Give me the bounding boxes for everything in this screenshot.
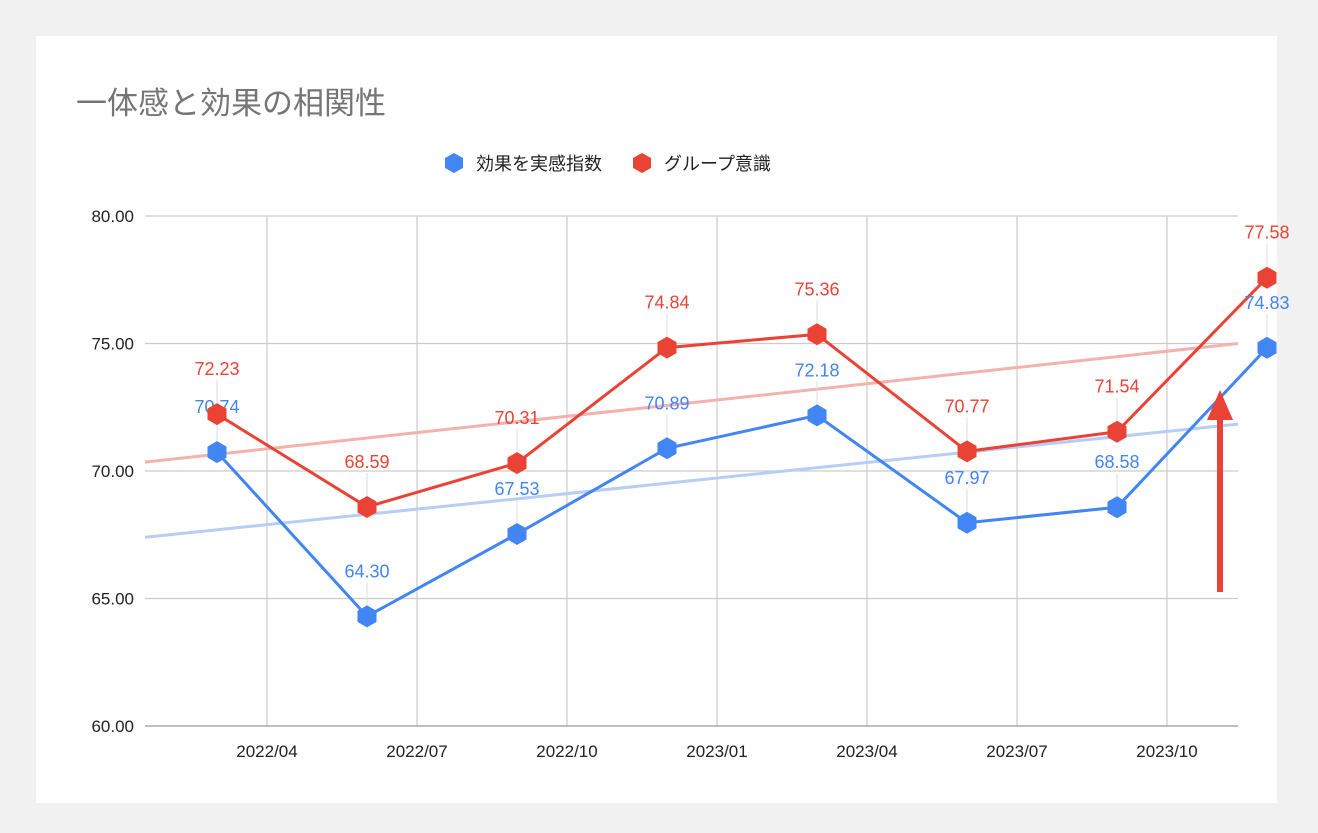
trendline-0 <box>144 422 1239 539</box>
legend: 効果を実感指数 グループ意識 <box>444 150 801 176</box>
x-tick-label: 2023/04 <box>836 742 897 761</box>
data-point-marker <box>807 404 827 427</box>
data-label: 67.97 <box>944 468 989 488</box>
data-point-marker <box>807 323 827 346</box>
legend-label: 効果を実感指数 <box>476 154 602 175</box>
data-label: 72.18 <box>794 360 839 380</box>
data-label: 70.31 <box>494 408 539 428</box>
data-point-marker <box>207 403 227 426</box>
data-point-marker <box>357 605 377 628</box>
data-point-marker <box>957 511 977 534</box>
y-tick-label: 75.00 <box>91 335 134 354</box>
data-label: 72.23 <box>194 359 239 379</box>
x-tick-label: 2023/10 <box>1136 742 1197 761</box>
data-label: 75.36 <box>794 279 839 299</box>
x-tick-label: 2022/04 <box>236 742 297 761</box>
y-tick-label: 70.00 <box>91 462 134 481</box>
legend-item-effect[interactable]: 効果を実感指数 <box>444 150 602 176</box>
legend-item-group[interactable]: グループ意識 <box>632 150 771 176</box>
data-label: 70.77 <box>944 396 989 416</box>
data-label: 74.83 <box>1244 293 1289 313</box>
data-label: 67.53 <box>494 479 539 499</box>
data-point-marker <box>1107 496 1127 519</box>
annotation-arrow-head-icon <box>1207 390 1233 420</box>
data-point-marker <box>657 336 677 359</box>
data-label: 64.30 <box>344 561 389 581</box>
data-point-marker <box>1107 420 1127 443</box>
data-label: 68.58 <box>1094 452 1139 472</box>
hexagon-marker-icon <box>445 153 463 173</box>
data-label: 71.54 <box>1094 377 1139 397</box>
data-point-marker <box>957 440 977 463</box>
x-tick-label: 2023/01 <box>686 742 747 761</box>
data-point-marker <box>1257 266 1277 289</box>
data-label: 70.89 <box>644 393 689 413</box>
legend-label: グループ意識 <box>664 154 771 175</box>
chart-card <box>36 36 1277 803</box>
series-line-1 <box>216 276 1269 509</box>
y-tick-label: 80.00 <box>91 207 134 226</box>
trendline-1 <box>144 342 1239 464</box>
data-label: 74.84 <box>644 293 689 313</box>
x-tick-label: 2022/10 <box>536 742 597 761</box>
x-tick-label: 2023/07 <box>986 742 1047 761</box>
data-point-marker <box>207 441 227 464</box>
data-label: 68.59 <box>344 452 389 472</box>
series-line-0 <box>215 346 1269 618</box>
y-tick-label: 65.00 <box>91 590 134 609</box>
x-tick-label: 2022/07 <box>386 742 447 761</box>
data-label: 77.58 <box>1244 223 1289 243</box>
data-point-marker <box>357 496 377 518</box>
y-tick-label: 60.00 <box>91 717 134 736</box>
data-point-marker <box>507 523 527 545</box>
data-point-marker <box>657 437 677 460</box>
data-point-marker <box>1257 336 1277 359</box>
hexagon-marker-icon <box>633 153 651 173</box>
chart-title: 一体感と効果の相関性 <box>76 86 386 122</box>
data-point-marker <box>507 452 527 475</box>
